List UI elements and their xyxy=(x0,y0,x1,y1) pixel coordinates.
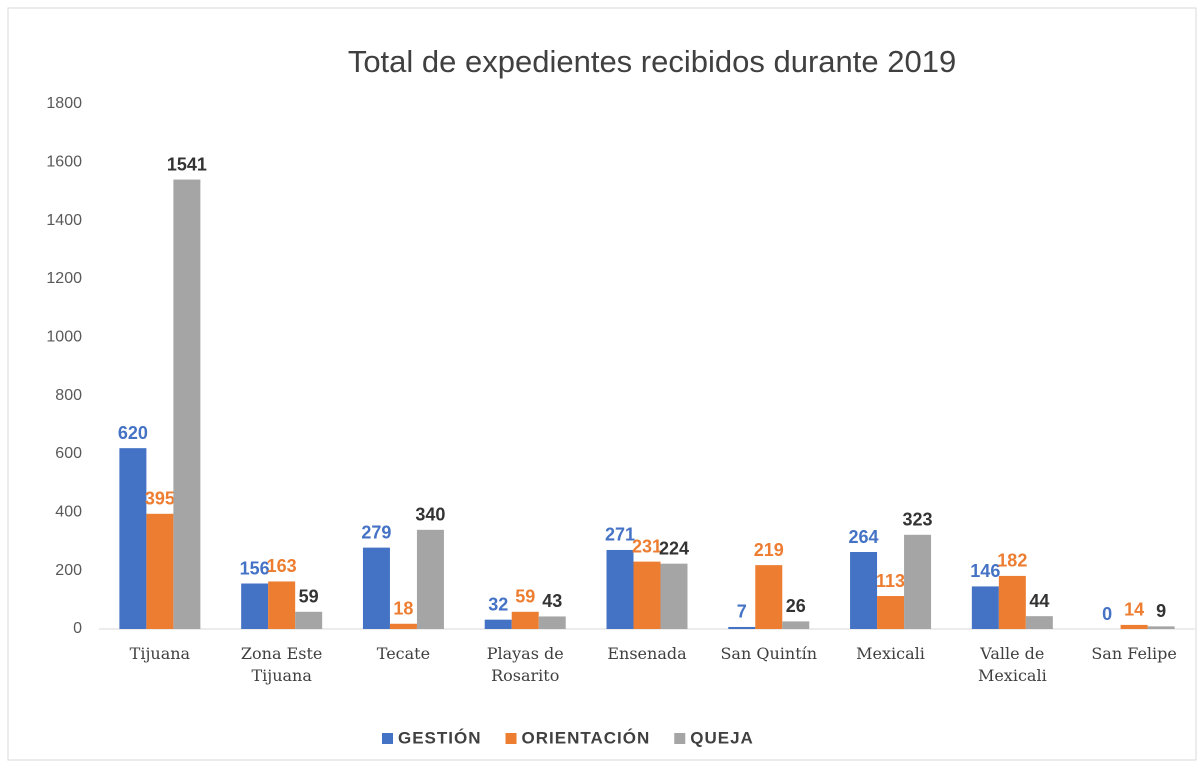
x-tick-label: Tecate xyxy=(376,644,431,663)
legend-label: ORIENTACIÓN xyxy=(522,728,651,747)
bar xyxy=(416,529,444,629)
y-tick-label: 200 xyxy=(55,562,82,579)
y-tick-label: 1000 xyxy=(46,329,82,346)
bar xyxy=(484,619,512,629)
bar xyxy=(782,621,810,629)
data-label: 14 xyxy=(1124,600,1144,620)
bar xyxy=(1025,616,1053,629)
chart-title: Total de expedientes recibidos durante 2… xyxy=(348,44,956,79)
data-label: 113 xyxy=(876,571,905,591)
x-tick-label: Tijuana xyxy=(129,644,191,663)
y-tick-label: 0 xyxy=(73,620,82,637)
bar xyxy=(904,534,932,629)
data-label: 323 xyxy=(903,510,933,530)
legend-label: QUEJA xyxy=(690,728,754,747)
y-tick-label: 1800 xyxy=(46,95,82,112)
y-tick-label: 1200 xyxy=(46,270,82,287)
x-tick-label: Mexicali xyxy=(856,644,925,663)
data-label: 271 xyxy=(605,525,635,545)
data-label: 44 xyxy=(1029,591,1049,611)
data-label: 18 xyxy=(393,599,413,619)
bar xyxy=(998,575,1026,629)
x-tick-label: Playas de Rosarito xyxy=(486,644,564,685)
y-tick-label: 1600 xyxy=(46,154,82,171)
data-label: 59 xyxy=(515,587,535,607)
data-label: 163 xyxy=(267,556,297,576)
bar xyxy=(606,549,634,629)
bar xyxy=(1147,626,1175,629)
data-label: 1541 xyxy=(167,154,207,174)
y-tick-label: 600 xyxy=(55,445,82,462)
bar xyxy=(511,611,539,629)
bar xyxy=(877,596,905,629)
data-label: 279 xyxy=(361,522,391,542)
x-tick-label: San Felipe xyxy=(1091,644,1177,663)
x-tick-label: San Quintín xyxy=(720,644,818,663)
data-label: 156 xyxy=(240,558,270,578)
x-tick-label: Valle de Mexicali xyxy=(977,644,1047,685)
legend-swatch xyxy=(505,733,517,744)
y-tick-label: 1400 xyxy=(46,212,82,229)
data-label: 395 xyxy=(145,489,175,509)
bar xyxy=(173,179,201,629)
bar xyxy=(389,623,417,629)
legend-swatch xyxy=(674,733,686,744)
data-label: 182 xyxy=(997,551,1027,571)
data-label: 224 xyxy=(659,538,689,558)
bar xyxy=(971,586,999,629)
data-label: 0 xyxy=(1102,604,1112,624)
x-tick-label: Ensenada xyxy=(607,644,687,663)
chart-frame xyxy=(7,7,1197,761)
y-tick-label: 800 xyxy=(55,387,82,404)
data-label: 26 xyxy=(786,596,806,616)
bar xyxy=(538,616,566,629)
bar xyxy=(1120,624,1148,629)
legend-label: GESTIÓN xyxy=(398,728,482,747)
bar xyxy=(362,547,390,629)
bar xyxy=(146,513,174,629)
bar xyxy=(660,563,688,629)
data-label: 59 xyxy=(299,587,319,607)
bar xyxy=(633,561,661,629)
data-label: 9 xyxy=(1156,601,1166,621)
legend-swatch xyxy=(382,733,393,744)
x-tick-label: Zona Este Tijuana xyxy=(240,644,323,685)
data-label: 7 xyxy=(737,602,747,622)
bar xyxy=(728,626,756,629)
data-label: 231 xyxy=(632,536,662,556)
y-tick-label: 400 xyxy=(55,504,82,521)
bar xyxy=(755,565,783,629)
data-label: 340 xyxy=(415,505,445,525)
data-label: 43 xyxy=(542,591,562,611)
bar xyxy=(119,448,147,629)
data-label: 620 xyxy=(118,423,148,443)
data-label: 32 xyxy=(488,594,508,614)
bar xyxy=(241,583,269,629)
data-label: 264 xyxy=(849,527,879,547)
data-label: 146 xyxy=(970,561,1000,581)
data-label: 219 xyxy=(754,540,784,560)
bar xyxy=(295,611,323,629)
bar xyxy=(268,581,296,629)
bar xyxy=(850,552,878,629)
